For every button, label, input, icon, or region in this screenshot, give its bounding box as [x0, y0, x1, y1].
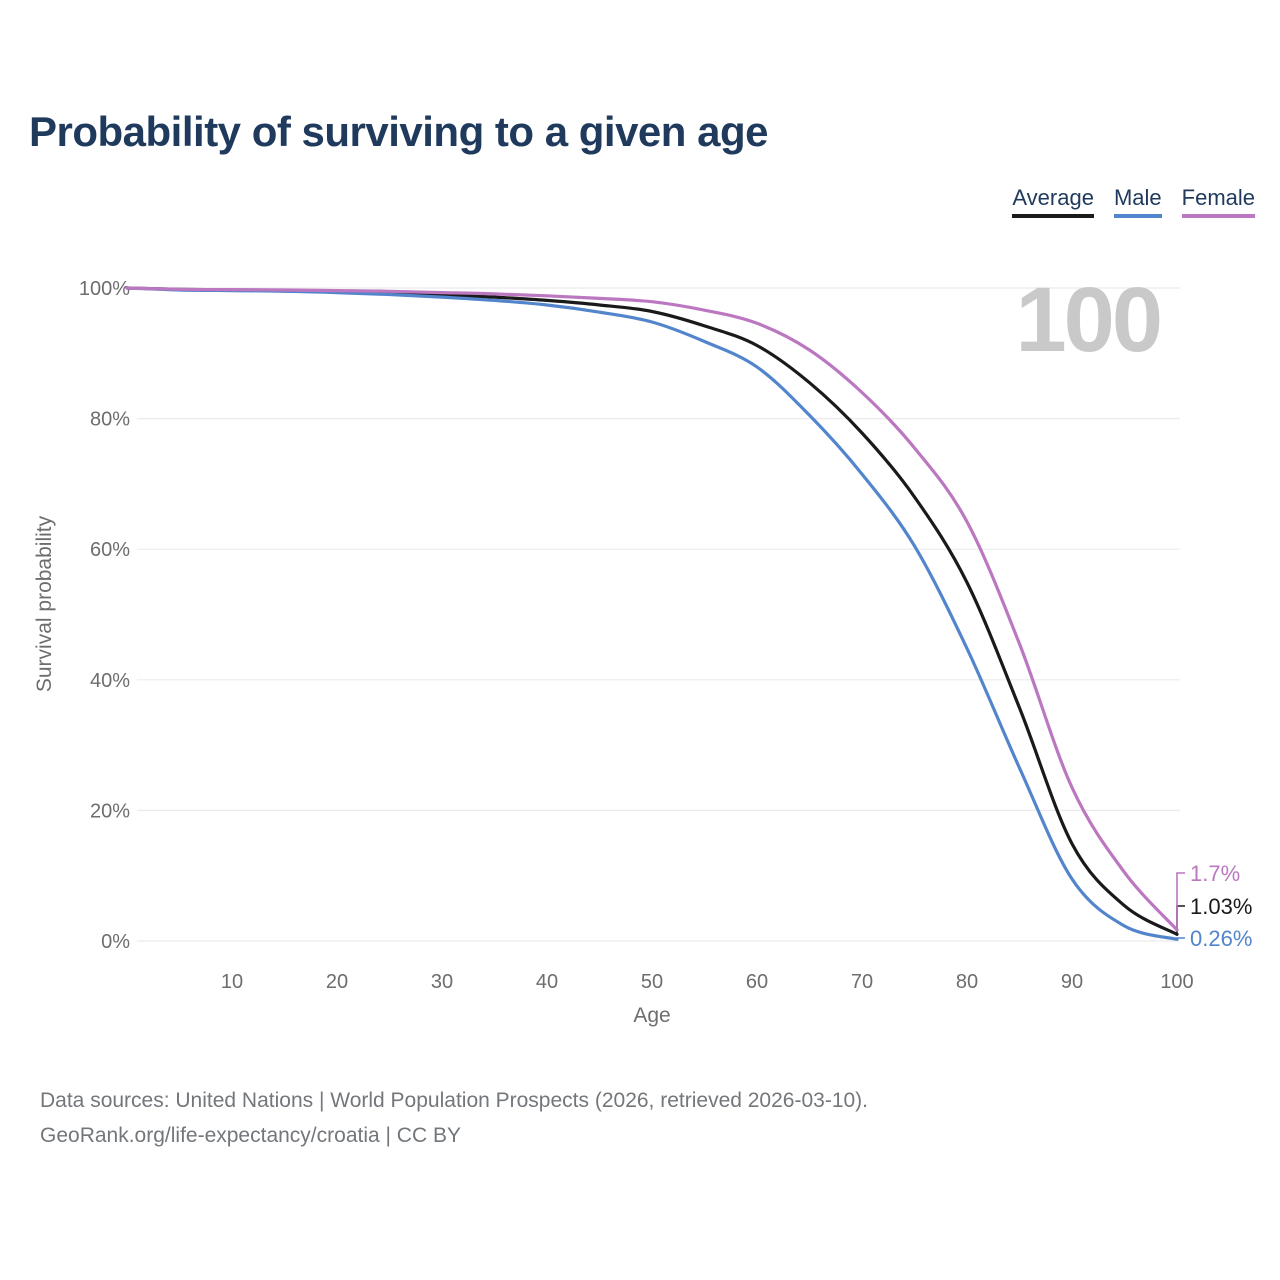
- age-hover-watermark: 100: [1016, 269, 1161, 371]
- data-source: Data sources: United Nations | World Pop…: [40, 1083, 868, 1153]
- series-line-average[interactable]: [125, 286, 1179, 936]
- x-tick-label: 20: [326, 971, 348, 993]
- legend-label-average: Average: [1012, 185, 1094, 210]
- legend-label-male: Male: [1113, 185, 1162, 210]
- legend-item-male[interactable]: Male: [1113, 185, 1162, 219]
- x-tick-label: 100: [1160, 971, 1193, 993]
- y-tick-label: 60%: [90, 539, 130, 561]
- y-tick-label: 80%: [90, 409, 130, 431]
- x-tick-label: 60: [746, 971, 768, 993]
- x-tick-label: 80: [956, 971, 978, 993]
- x-tick-label: 10: [221, 971, 243, 993]
- x-tick-label: 70: [851, 971, 873, 993]
- source-line-1: Data sources: United Nations | World Pop…: [40, 1089, 869, 1112]
- y-tick-label: 0%: [101, 931, 130, 953]
- y-tick-label: 20%: [90, 800, 130, 822]
- end-label-male: 0.26%: [1190, 926, 1252, 951]
- series-line-female[interactable]: [125, 286, 1179, 932]
- source-line-2: GeoRank.org/life-expectancy/croatia | CC…: [40, 1124, 461, 1147]
- end-label-average: 1.03%: [1190, 894, 1252, 919]
- x-tick-label: 50: [641, 971, 663, 993]
- y-tick-label: 40%: [90, 670, 130, 692]
- legend-item-average[interactable]: Average: [1012, 185, 1094, 219]
- x-tick-label: 30: [431, 971, 453, 993]
- legend-label-female: Female: [1181, 185, 1255, 210]
- legend-item-female[interactable]: Female: [1181, 185, 1255, 219]
- legend: Average Male Female: [1012, 185, 1255, 219]
- x-tick-label: 90: [1061, 971, 1083, 993]
- x-axis-title: Age: [633, 1004, 671, 1027]
- chart-title: Probability of surviving to a given age: [29, 108, 768, 155]
- x-tick-label: 40: [536, 971, 558, 993]
- end-label-connector-female: [1176, 872, 1185, 930]
- end-label-female: 1.7%: [1190, 861, 1240, 886]
- series-line-male[interactable]: [125, 286, 1179, 941]
- y-tick-label: 100%: [79, 278, 130, 300]
- end-label-connector-male: [1176, 937, 1185, 940]
